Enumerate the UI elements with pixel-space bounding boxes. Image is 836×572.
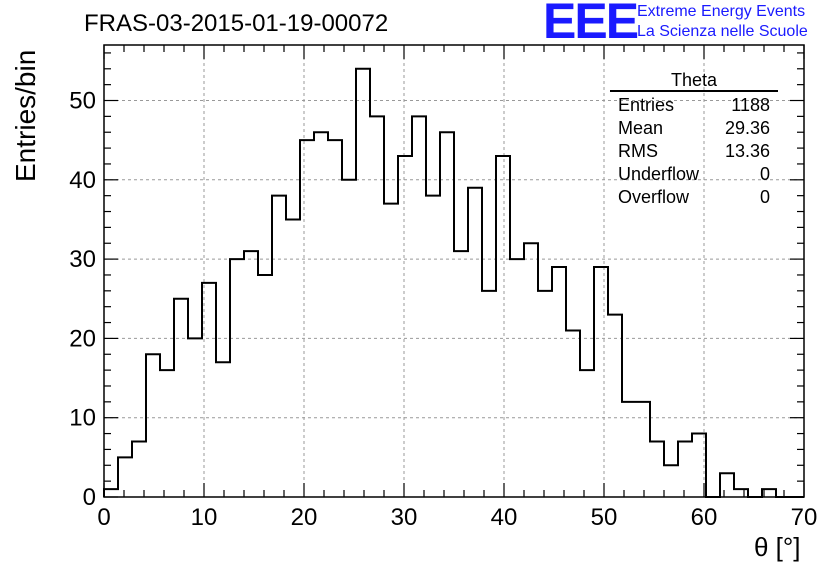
y-tick-label: 0: [83, 484, 96, 511]
plot-frame: [103, 44, 805, 498]
eee-logo: EEE: [543, 0, 639, 49]
x-tick-label: 10: [191, 504, 218, 531]
stats-value: 13.36: [724, 141, 770, 161]
stats-label: Underflow: [618, 164, 700, 184]
x-tick-label: 0: [97, 504, 110, 531]
stats-value: 1188: [731, 95, 770, 115]
stats-row-entries: Entries 1188: [610, 94, 778, 117]
stats-label: Overflow: [618, 187, 690, 207]
x-tick-label: 40: [491, 504, 518, 531]
logo-line-1: Extreme Energy Events: [637, 3, 806, 20]
chart-title: FRAS-03-2015-01-19-00072: [84, 10, 389, 37]
stats-value: 0: [759, 187, 770, 207]
stats-row-underflow: Underflow 0: [610, 163, 778, 186]
stats-title: Theta: [670, 70, 718, 90]
x-tick-label: 30: [391, 504, 418, 531]
y-tick-label: 40: [69, 167, 96, 194]
stats-value: 0: [759, 164, 770, 184]
x-axis-label: θ [°]: [754, 532, 801, 562]
y-tick-label: 30: [69, 246, 96, 273]
y-tick-label: 20: [69, 325, 96, 352]
logo-line-2: La Scienza nelle Scuole: [637, 23, 808, 40]
stats-value: 29.36: [724, 118, 770, 138]
grid-lines: [104, 45, 804, 497]
x-tick-label: 20: [291, 504, 318, 531]
x-tick-label: 50: [591, 504, 618, 531]
y-axis-label: Entries/bin: [10, 49, 41, 182]
x-tick-label: 60: [691, 504, 718, 531]
stats-row-overflow: Overflow 0: [610, 186, 778, 209]
tick-labels: 0 10 20 30 40 50 60 70 0 10 20 30 40 50: [69, 88, 817, 531]
stats-label: Entries: [618, 95, 675, 115]
stats-label: Mean: [618, 118, 664, 138]
stats-row-mean: Mean 29.36: [610, 117, 778, 140]
stats-label: RMS: [618, 141, 658, 161]
y-tick-label: 10: [69, 405, 96, 432]
histogram-line: [103, 67, 804, 498]
logo-text: Extreme Energy Events La Scienza nelle S…: [637, 2, 808, 42]
stats-rule: [610, 90, 778, 92]
x-tick-label: 70: [791, 504, 818, 531]
y-tick-label: 50: [69, 88, 96, 115]
stats-row-rms: RMS 13.36: [610, 140, 778, 163]
stats-box: Theta Entries 1188 Mean 29.36 RMS 13.36 …: [610, 70, 778, 209]
